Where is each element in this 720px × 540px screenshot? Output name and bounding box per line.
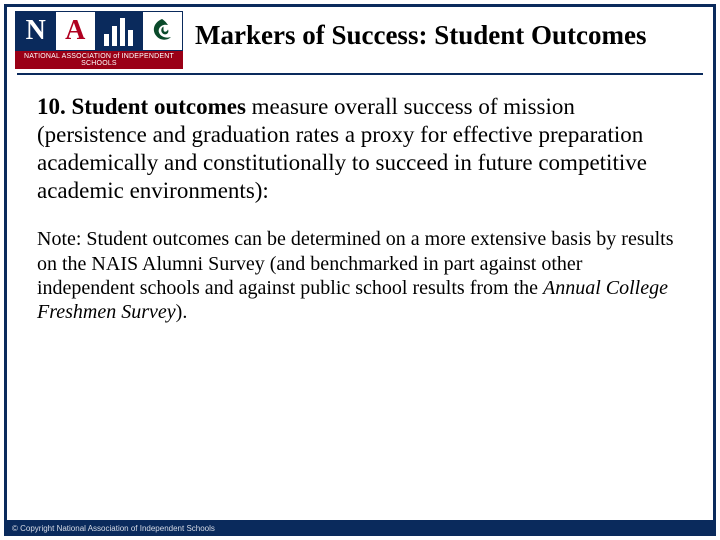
slide-frame: N A NATIONAL ASSOCIATION of INDEPENDENT …: [4, 4, 716, 536]
header: N A NATIONAL ASSOCIATION of INDEPENDENT …: [7, 7, 713, 69]
logo-letter-n: N: [16, 12, 56, 50]
paragraph-main-lead: 10. Student outcomes: [37, 94, 246, 119]
slide-title: Markers of Success: Student Outcomes: [195, 11, 705, 51]
note-tail: ).: [176, 301, 188, 323]
logo-bars-icon: [95, 12, 143, 50]
copyright-footer: © Copyright National Association of Inde…: [4, 520, 716, 536]
paragraph-main: 10. Student outcomes measure overall suc…: [37, 93, 683, 205]
logo-letters-row: N A: [15, 11, 183, 51]
nais-logo: N A NATIONAL ASSOCIATION of INDEPENDENT …: [15, 11, 183, 69]
slide-body: 10. Student outcomes measure overall suc…: [7, 75, 713, 325]
logo-letter-a: A: [56, 12, 96, 50]
logo-caption: NATIONAL ASSOCIATION of INDEPENDENT SCHO…: [15, 51, 183, 69]
logo-swirl-icon: [143, 12, 183, 50]
paragraph-note: Note: Student outcomes can be determined…: [37, 227, 683, 325]
